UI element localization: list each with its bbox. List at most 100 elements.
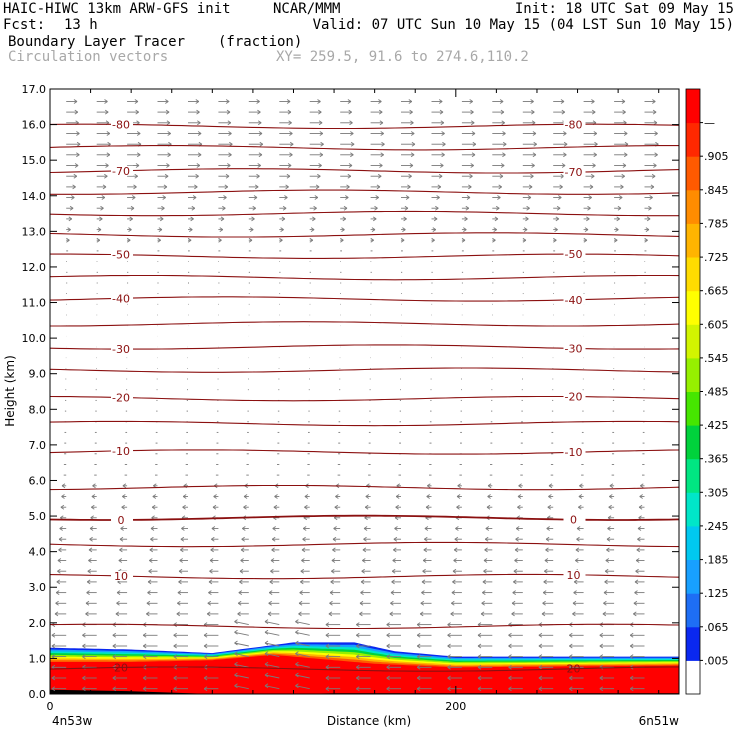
wind-vector-head	[301, 549, 306, 553]
wind-vector-head	[633, 613, 637, 617]
wind-vector-head	[180, 547, 184, 551]
wind-vector-head	[500, 165, 505, 168]
wind-vector-head	[477, 656, 482, 659]
wind-vector	[264, 631, 280, 636]
wind-vector-head	[538, 622, 543, 625]
wind-vector-head	[441, 152, 445, 156]
colorbar-swatch	[686, 122, 700, 157]
contour-label-bg	[111, 119, 134, 130]
wind-vector-head	[131, 197, 136, 200]
wind-vector-head	[514, 558, 518, 561]
wind-vector-head	[238, 590, 243, 593]
wind-vector-head	[332, 536, 337, 540]
wind-vector-head	[51, 664, 56, 668]
wind-vector-head	[634, 590, 638, 593]
wind-vector-head	[360, 579, 365, 583]
wind-vector-head	[395, 504, 399, 508]
wind-vector-head	[312, 216, 316, 220]
wind-vector-head	[545, 549, 549, 553]
wind-vector-head	[82, 688, 86, 692]
colorbar-swatch	[686, 492, 700, 527]
wind-vector-head	[73, 99, 78, 102]
wind-vector	[295, 663, 310, 668]
wind-vector-head	[166, 165, 170, 168]
wind-vector-head	[271, 547, 275, 551]
wind-vector-head	[76, 133, 80, 136]
wind-vector-head	[447, 654, 451, 657]
wind-vector-head	[164, 175, 169, 179]
wind-vector-head	[499, 175, 504, 179]
wind-vector-head	[487, 483, 492, 487]
wind-vector-head	[356, 675, 360, 679]
wind-vector-head	[257, 163, 261, 166]
wind-vector-head	[239, 570, 244, 574]
wind-vector	[264, 685, 280, 690]
wind-vector-head	[514, 547, 519, 551]
colorbar: .005 .065 .125 .185 .245 .305 .365 .425 .485 .545…	[685, 88, 729, 695]
colorbar-swatch	[686, 525, 700, 560]
wind-vector-head	[56, 581, 61, 585]
wind-vector-head	[287, 111, 292, 115]
wind-vector-head	[151, 506, 156, 510]
wind-vector-head	[210, 547, 214, 551]
wind-vector-head	[178, 568, 183, 572]
wind-vector-head	[653, 165, 657, 168]
wind-vector-head	[576, 526, 581, 529]
wind-vector-head	[379, 122, 384, 126]
wind-vector-head	[135, 165, 140, 168]
wind-vector-head	[191, 207, 196, 211]
wind-vector-head	[318, 163, 322, 166]
wind-vector-head	[279, 239, 283, 243]
wind-vector-head	[655, 141, 659, 145]
wind-vector-head	[389, 611, 394, 615]
wind-vector-head	[547, 515, 551, 519]
wind-vector-head	[453, 549, 458, 553]
wind-vector-head	[363, 526, 368, 529]
wind-vector-head	[436, 197, 440, 200]
wind-vector-head	[86, 592, 90, 595]
wind-vector-head	[644, 237, 648, 241]
wind-vector-head	[57, 570, 61, 574]
wind-vector-head	[652, 111, 657, 115]
wind-vector-head	[461, 239, 466, 243]
wind-vector-head	[234, 651, 238, 654]
wind-vector-head	[452, 570, 457, 574]
wind-vector-head	[492, 237, 496, 241]
wind-vector-head	[100, 205, 104, 209]
wind-vector-head	[168, 141, 172, 145]
wind-vector	[295, 621, 310, 626]
wind-vector-head	[654, 152, 658, 156]
wind-vector-head	[569, 688, 573, 692]
wind-vector-head	[575, 547, 580, 551]
wind-vector-head	[212, 504, 217, 508]
wind-vector-head	[71, 197, 75, 200]
wind-vector-head	[225, 173, 230, 177]
wind-vector-head	[151, 504, 156, 508]
wind-vector-head	[85, 602, 90, 606]
wind-vector-head	[589, 186, 594, 190]
wind-vector-head	[515, 526, 520, 529]
wind-vector-head	[269, 581, 274, 585]
wind-vector-head	[167, 131, 171, 134]
wind-vector-head	[298, 600, 303, 604]
wind-vector-head	[86, 581, 91, 585]
wind-vector-head	[533, 141, 537, 145]
contour-label-bg	[111, 392, 134, 403]
wind-vector-head	[578, 494, 583, 497]
wind-vector-head	[82, 643, 86, 647]
wind-vector-head	[465, 207, 470, 211]
wind-vector-head	[604, 568, 609, 572]
wind-vector-head	[240, 549, 245, 553]
wind-vector-head	[329, 592, 334, 595]
wind-vector-head	[234, 663, 238, 667]
wind-vector-head	[605, 560, 610, 563]
wind-vector-head	[359, 602, 364, 606]
wind-vector-head	[116, 592, 121, 595]
wind-vector-head	[319, 154, 324, 158]
wind-vector-head	[350, 131, 354, 134]
wind-vector-head	[594, 141, 598, 145]
wind-vector-head	[239, 579, 243, 583]
wind-vector-head	[273, 506, 278, 510]
wind-vector-head	[638, 515, 642, 519]
wind-vector-head	[197, 131, 202, 134]
